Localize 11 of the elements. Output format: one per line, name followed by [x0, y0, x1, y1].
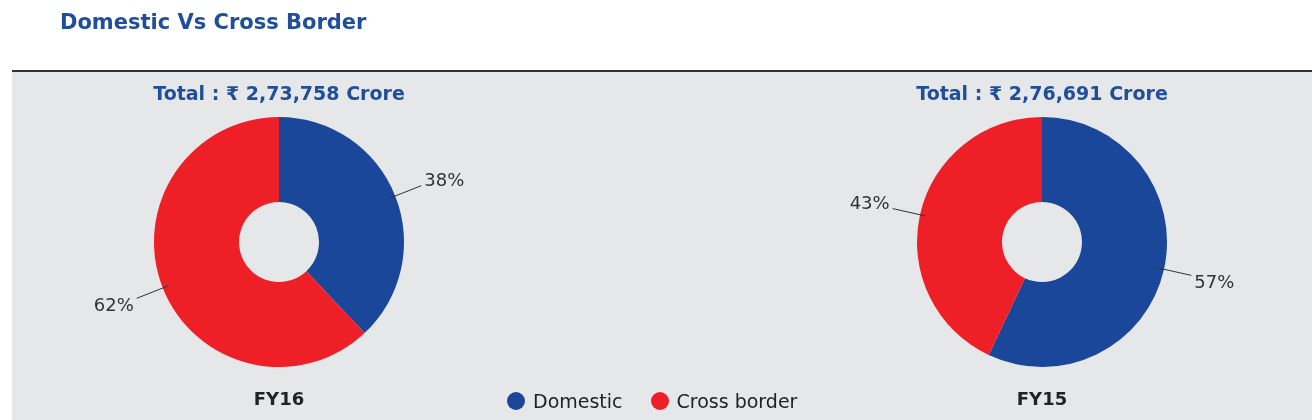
data-label: 62% [93, 293, 134, 315]
chart-subtitle: Total : ₹ 2,76,691 Crore [915, 82, 1169, 104]
chart-title: Domestic Vs Cross Border [60, 10, 367, 34]
chart-subtitle: Total : ₹ 2,73,758 Crore [152, 82, 406, 104]
legend-label: Cross border [676, 390, 798, 412]
legend-label: Domestic [533, 390, 623, 412]
text: FY15 [1015, 388, 1069, 409]
text: FY16 [252, 388, 306, 409]
data-label: 57% [1194, 271, 1235, 293]
data-label: 38% [424, 169, 465, 191]
data-label: 43% [849, 192, 890, 214]
